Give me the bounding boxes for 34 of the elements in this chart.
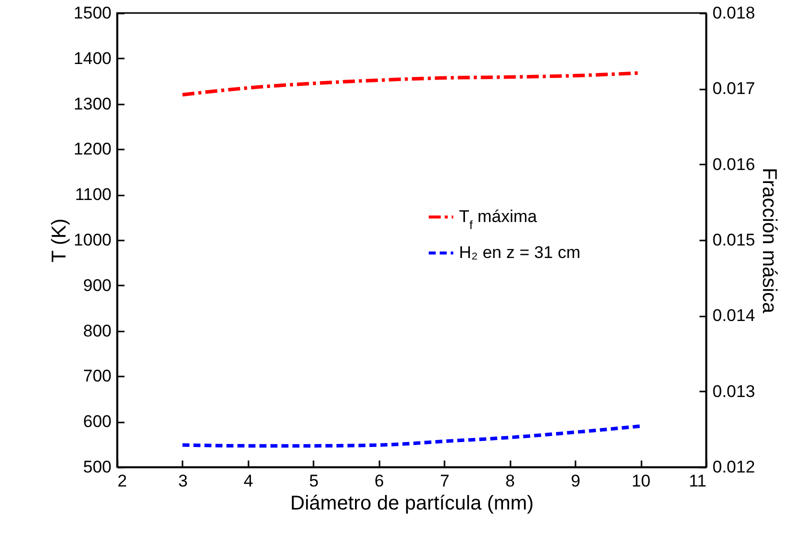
y2-axis-title: Fracción másica	[758, 168, 780, 314]
x-tick-label: 6	[374, 472, 384, 490]
y-tick-label: 800	[83, 321, 112, 340]
legend-label: H₂ en z = 31 cm	[459, 243, 580, 262]
x-tick-label: 3	[178, 472, 188, 490]
y-tick-label: 1000	[74, 230, 112, 250]
y-tick-label: 1400	[74, 48, 112, 68]
y-tick-label: 900	[83, 276, 112, 295]
y2-tick-label: 0.016	[712, 154, 756, 174]
y-tick-label: 1100	[74, 185, 112, 204]
x-tick-label: 2	[118, 472, 127, 490]
y2-tick-label: 0.015	[712, 230, 756, 250]
y2-tick-label: 0.013	[712, 382, 756, 401]
y-axis-title: T (K)	[48, 218, 71, 263]
y-tick-label: 1500	[74, 4, 112, 22]
y2-tick-label: 0.017	[712, 79, 756, 98]
x-axis-title: Diámetro de partícula (mm)	[290, 492, 534, 514]
y-tick-label: 700	[83, 366, 112, 386]
x-tick-label: 4	[244, 472, 254, 490]
line-series	[180, 424, 642, 448]
x-tick-label: 8	[505, 472, 515, 490]
y2-tick-label: 0.012	[712, 458, 756, 476]
x-tick-label: 10	[632, 472, 651, 490]
y-tick-label: 1200	[74, 140, 112, 159]
y2-tick-label: 0.014	[712, 306, 756, 326]
legend-label: T$_{f}$ máxima	[459, 207, 538, 232]
y-tick-label: 1300	[74, 94, 112, 114]
x-tick-label: 7	[440, 472, 450, 490]
x-tick-label: 5	[309, 472, 319, 490]
x-tick-label: 9	[570, 472, 580, 490]
y-tick-label: 500	[83, 458, 112, 476]
x-tick-label: 11	[688, 472, 706, 490]
y-tick-label: 600	[83, 412, 112, 432]
y2-tick-label: 0.018	[712, 4, 756, 22]
